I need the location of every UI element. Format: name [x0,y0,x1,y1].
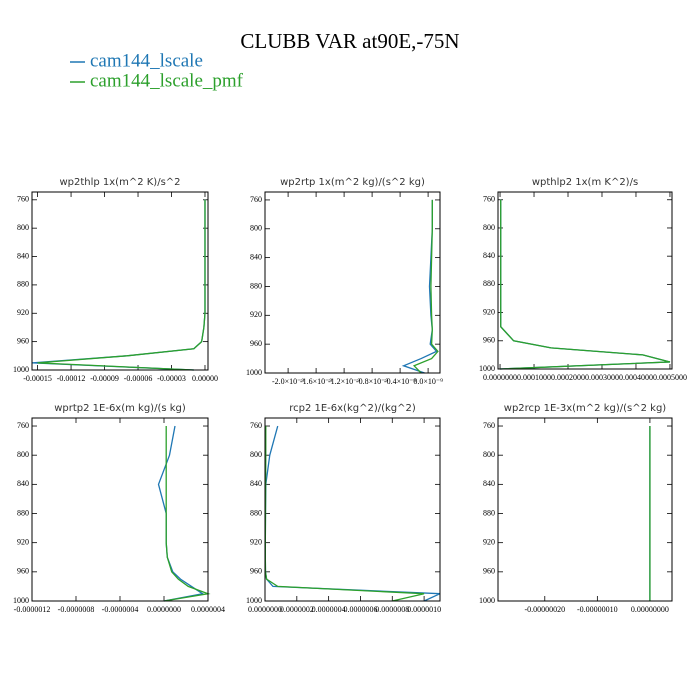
y-tick-label: 800 [250,224,262,233]
x-tick-label: -0.4×10⁻⁹ [384,377,416,386]
plot-frame [31,191,209,371]
x-tick-label: -0.00009 [90,374,119,383]
data-line [412,199,439,374]
y-tick-label: 880 [483,508,495,517]
x-tick-label: 0.0000002 [280,605,314,614]
y-tick-label: 880 [17,508,29,517]
y-tick-label: 800 [483,223,495,232]
plot-frame [497,191,673,370]
y-tick-label: 960 [250,567,262,576]
x-tick-label: 0.0000000 [147,605,181,614]
y-tick-label: 880 [483,279,495,288]
y-tick-label: 880 [250,281,262,290]
y-tick-label: 840 [17,251,29,260]
figure-title: CLUBB VAR at90E,-75N [240,29,459,53]
y-tick-label: 960 [483,336,495,345]
y-tick-label: 800 [250,450,262,459]
x-tick-label: 0.00000 [192,374,218,383]
y-tick-label: 920 [483,307,495,316]
panel-title: wp2rtp 1x(m^2 kg)/(s^2 kg) [280,177,425,188]
panel-title: wp2thlp 1x(m^2 K)/s^2 [59,177,180,188]
panel-title: wprtp2 1E-6x(m kg)/(s kg) [54,403,186,414]
x-tick-label: 0.0000000 [483,373,517,382]
y-tick-label: 840 [483,251,495,260]
x-tick-label: 0.0×10⁻⁹ [413,377,443,386]
y-tick-label: 1000 [479,364,495,373]
x-tick-label: -0.8×10⁻⁹ [356,377,388,386]
x-tick-label: 0.0003000 [585,373,619,382]
x-tick-label: 0.0000010 [407,605,441,614]
y-tick-label: 760 [483,421,495,430]
x-tick-label: -0.0000004 [102,605,139,614]
y-tick-label: 840 [17,479,29,488]
data-line [163,426,211,602]
x-tick-label: -0.00015 [23,374,52,383]
x-tick-label: -2.0×10⁻⁹ [272,377,304,386]
y-tick-label: 1000 [13,365,29,374]
plot-frame [264,191,441,374]
x-tick-label: -0.00003 [157,374,186,383]
legend-label: cam144_lscale_pmf [90,70,244,91]
y-tick-label: 1000 [246,368,262,377]
y-tick-label: 1000 [246,596,262,605]
y-tick-label: 800 [17,450,29,459]
panel-title: wpthlp2 1x(m K^2)/s [532,177,638,188]
x-tick-label: -0.0000008 [58,605,95,614]
x-tick-label: -0.00006 [124,374,153,383]
x-tick-label: 0.0000004 [312,605,346,614]
y-tick-label: 800 [17,223,29,232]
y-tick-label: 760 [17,421,29,430]
x-tick-label: -0.0000012 [14,605,51,614]
y-tick-label: 760 [250,195,262,204]
y-tick-label: 960 [17,567,29,576]
y-tick-label: 920 [17,538,29,547]
panel-title: rcp2 1E-6x(kg^2)/(kg^2) [289,403,416,414]
x-tick-label: 0.0000008 [375,605,409,614]
y-tick-label: 960 [17,336,29,345]
y-tick-label: 880 [250,508,262,517]
x-tick-label: 0.0005000 [653,373,687,382]
y-tick-label: 960 [250,339,262,348]
y-tick-label: 920 [250,538,262,547]
y-tick-label: 960 [483,567,495,576]
y-tick-label: 920 [483,538,495,547]
x-tick-label: 0.00000000 [631,605,669,614]
x-tick-label: 0.0000004 [191,605,225,614]
legend-label: cam144_lscale [90,50,203,71]
y-tick-label: 1000 [13,596,29,605]
x-tick-label: 0.0000006 [343,605,377,614]
data-line [37,199,206,371]
y-tick-label: 840 [250,252,262,261]
panel-title: wp2rcp 1E-3x(m^2 kg)/(s^2 kg) [504,403,667,414]
y-tick-label: 760 [483,195,495,204]
y-tick-label: 840 [483,479,495,488]
y-tick-label: 880 [17,280,29,289]
x-tick-label: 0.0002000 [551,373,585,382]
x-tick-label: -1.6×10⁻⁹ [300,377,332,386]
y-tick-label: 800 [483,450,495,459]
x-tick-label: -0.00000020 [524,605,565,614]
y-tick-label: 840 [250,479,262,488]
x-tick-label: 0.0000000 [248,605,282,614]
x-tick-label: -0.00012 [57,374,86,383]
x-tick-label: 0.0004000 [619,373,653,382]
data-line [500,199,671,370]
x-tick-label: -0.00000010 [577,605,618,614]
y-tick-label: 920 [17,308,29,317]
x-tick-label: 0.0001000 [517,373,551,382]
plot-frame [31,417,209,602]
y-tick-label: 1000 [479,596,495,605]
x-tick-label: -1.2×10⁻⁹ [328,377,360,386]
y-tick-label: 760 [250,421,262,430]
y-tick-label: 920 [250,310,262,319]
y-tick-label: 760 [17,195,29,204]
plot-frame [264,417,441,602]
plot-frame [497,417,673,602]
